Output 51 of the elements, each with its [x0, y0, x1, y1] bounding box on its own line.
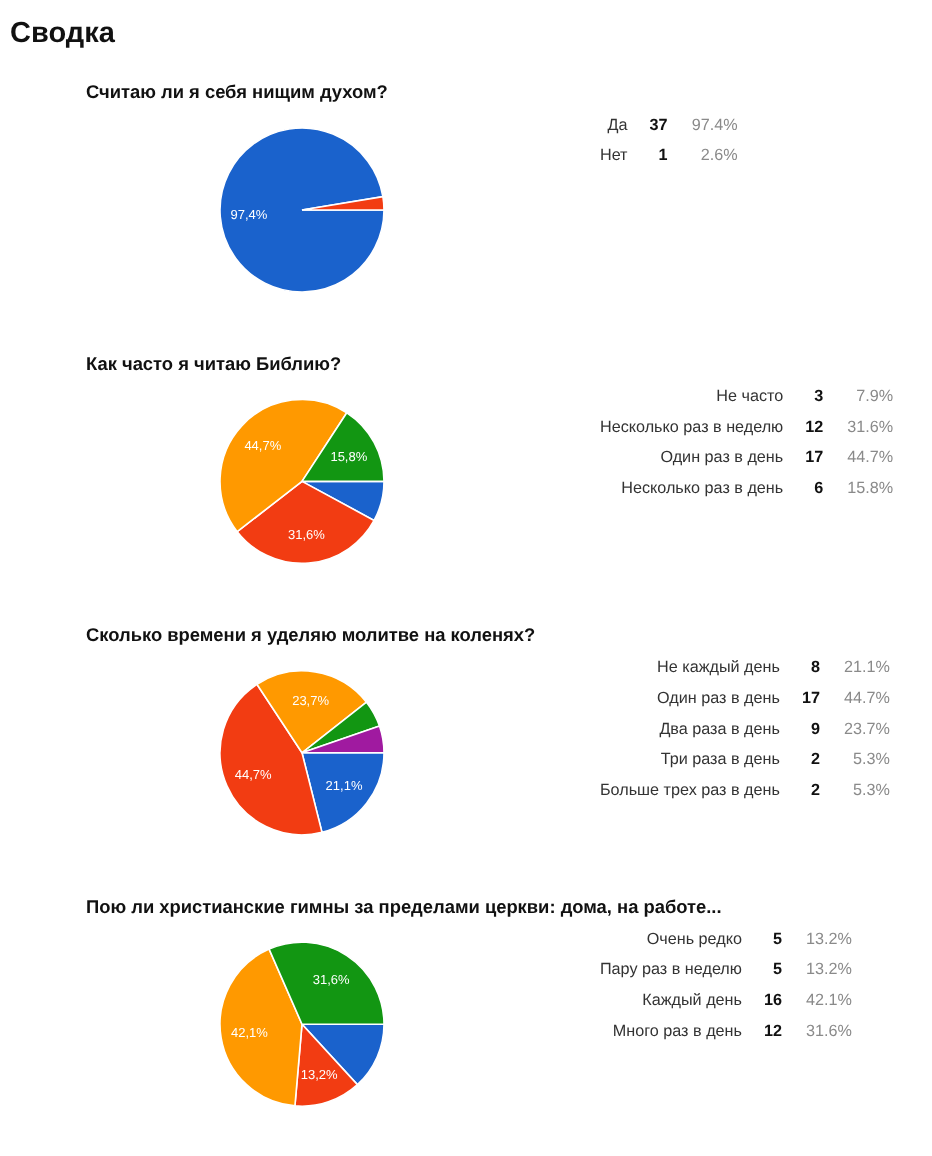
text: Два раза в день — [659, 719, 780, 738]
text: 15.8% — [847, 478, 894, 497]
text: 2 — [810, 750, 821, 769]
pie-slice — [219, 127, 385, 293]
text: 97.4% — [691, 115, 738, 134]
text: Три раза в день — [660, 750, 780, 769]
text: 2 — [810, 780, 821, 799]
text: 13.2% — [806, 960, 852, 979]
text: Да — [607, 115, 629, 134]
text: Не каждый день — [657, 658, 780, 677]
chart-title: Сколько времени я уделяю молитве на коленях? — [86, 625, 537, 646]
text: 37 — [649, 115, 669, 134]
text: Много раз в день — [612, 1021, 742, 1040]
text: Пару раз в неделю — [599, 960, 742, 979]
text: 44.7% — [844, 689, 890, 708]
text: 5.3% — [853, 780, 890, 799]
text: 17 — [805, 448, 825, 467]
text: Не часто — [716, 387, 785, 406]
text: Один раз в день — [660, 448, 784, 467]
text: Каждый день — [642, 991, 742, 1010]
text: Очень редко — [646, 929, 743, 948]
text: 31.6% — [847, 417, 894, 436]
text: 5.3% — [853, 750, 890, 769]
text: 21.1% — [844, 658, 890, 677]
text: 3 — [814, 387, 825, 406]
text: 13.2% — [806, 929, 852, 948]
text: 23.7% — [844, 719, 890, 738]
text: 12 — [805, 417, 825, 436]
text: 2.6% — [700, 146, 738, 165]
text: 8 — [810, 658, 821, 677]
text: Нет — [599, 146, 629, 165]
text: 31.6% — [806, 1021, 852, 1040]
text: Один раз в день — [657, 689, 780, 708]
text: 9 — [810, 719, 821, 738]
text: 5 — [772, 960, 783, 979]
text: Больше трех раз в день — [599, 780, 780, 799]
text: 44.7% — [847, 448, 894, 467]
text: 5 — [772, 929, 783, 948]
text: 42.1% — [806, 991, 852, 1010]
chart-title: Сводка — [10, 18, 117, 51]
text: 16 — [763, 991, 783, 1010]
text: 17 — [801, 689, 821, 708]
text: 1 — [658, 146, 669, 165]
chart-title: Пою ли христианские гимны за пределами церкви: дома, на работе... — [86, 896, 722, 917]
text: Несколько раз в день — [621, 478, 784, 497]
text: Несколько раз в неделю — [599, 417, 784, 436]
chart-title: Как часто я читаю Библию? — [86, 353, 343, 374]
text: 7.9% — [856, 387, 894, 406]
text: 12 — [763, 1021, 783, 1040]
chart-subtitle: Считаю ли я себя нищим духом? — [86, 82, 389, 103]
text: 6 — [814, 478, 825, 497]
